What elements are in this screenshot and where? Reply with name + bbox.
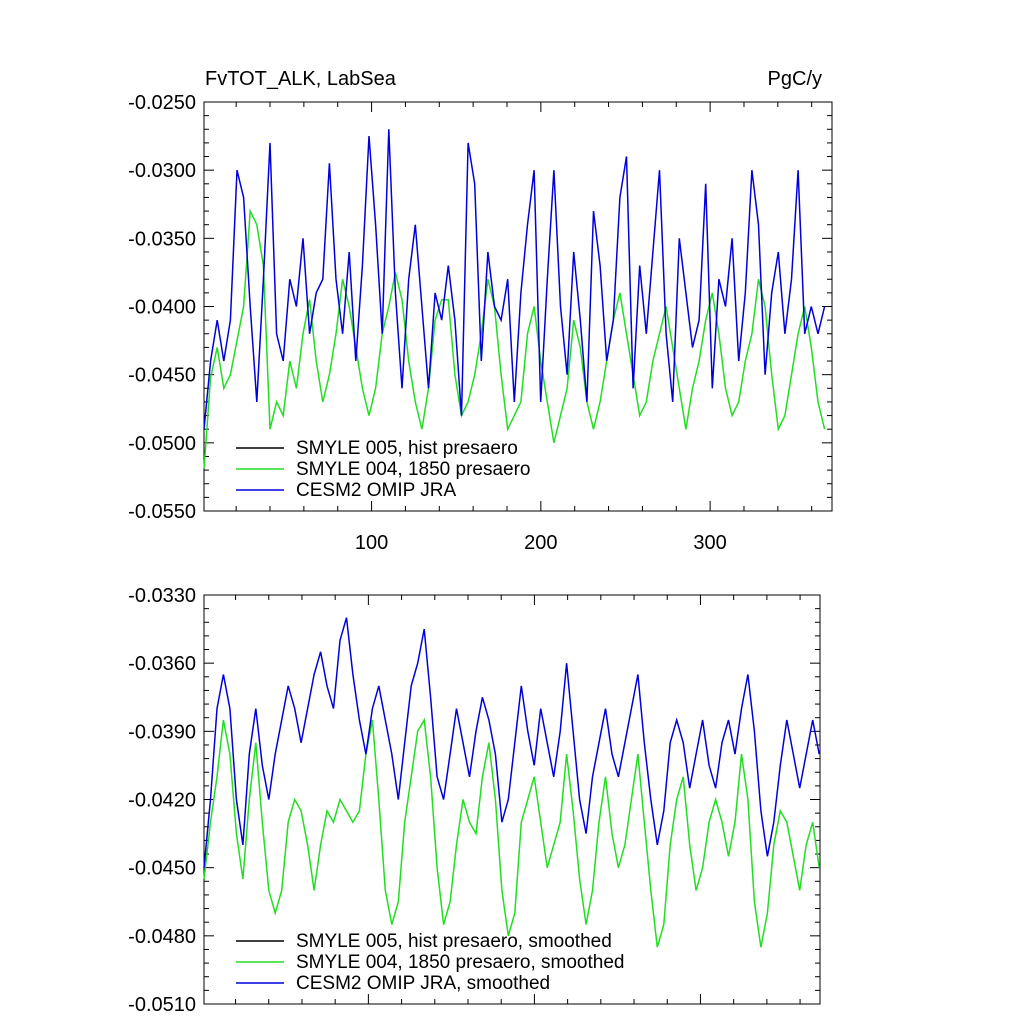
bottom-x-axis [235, 595, 801, 1004]
legend-label: CESM2 OMIP JRA, smoothed [296, 973, 550, 994]
y-tick-label: -0.0250 [128, 92, 196, 114]
series-line-2 [203, 617, 820, 868]
y-tick-label: -0.0480 [128, 926, 196, 948]
top-y-axis: -0.0550 -0.0500 -0.0450 -0.0400 -0.0350 -0.03… [128, 92, 832, 523]
bottom-legend: SMYLE 005, hist presaero, smoothedSMYLE … [236, 931, 624, 994]
legend-label: SMYLE 005, hist presaero, smoothed [296, 931, 612, 952]
x-tick-label: 100 [355, 532, 388, 554]
bottom-panel: -0.0510 -0.0480 -0.0450 -0.0420 -0.0390 -0.03… [128, 585, 821, 1016]
x-tick-label: 200 [524, 532, 557, 554]
y-tick-label: -0.0360 [128, 653, 196, 675]
series-line-1 [203, 717, 820, 948]
legend-label: SMYLE 004, 1850 presaero, smoothed [296, 952, 624, 973]
y-tick-label: -0.0390 [128, 721, 196, 743]
y-tick-label: -0.0300 [128, 160, 196, 182]
legend-label: SMYLE 004, 1850 presaero [296, 459, 531, 480]
top-series [203, 129, 826, 469]
y-tick-label: -0.0350 [128, 228, 196, 250]
x-tick-label: 300 [693, 532, 726, 554]
top-x-axis: 100 200 300 [235, 102, 813, 554]
y-tick-label: -0.0450 [128, 365, 196, 387]
y-tick-label: -0.0450 [128, 858, 196, 880]
series-line-2 [203, 129, 826, 430]
y-tick-label: -0.0500 [128, 433, 196, 455]
bottom-y-axis: -0.0510 -0.0480 -0.0450 -0.0420 -0.0390 -0.03… [128, 585, 820, 1016]
top-title-right: PgC/y [768, 68, 822, 90]
bottom-series [203, 617, 820, 948]
top-title-left: FvTOT_ALK, LabSea [205, 68, 397, 90]
legend-label: CESM2 OMIP JRA [296, 480, 456, 501]
y-tick-label: -0.0550 [128, 501, 196, 523]
legend-label: SMYLE 005, hist presaero [296, 438, 518, 459]
top-panel: FvTOT_ALK, LabSea PgC/y -0.0550-0.0500-0… [128, 68, 833, 554]
y-tick-label: -0.0330 [128, 585, 196, 607]
y-tick-label: -0.0420 [128, 790, 196, 812]
y-tick-label: -0.0400 [128, 297, 196, 319]
y-tick-label: -0.0510 [128, 994, 196, 1016]
